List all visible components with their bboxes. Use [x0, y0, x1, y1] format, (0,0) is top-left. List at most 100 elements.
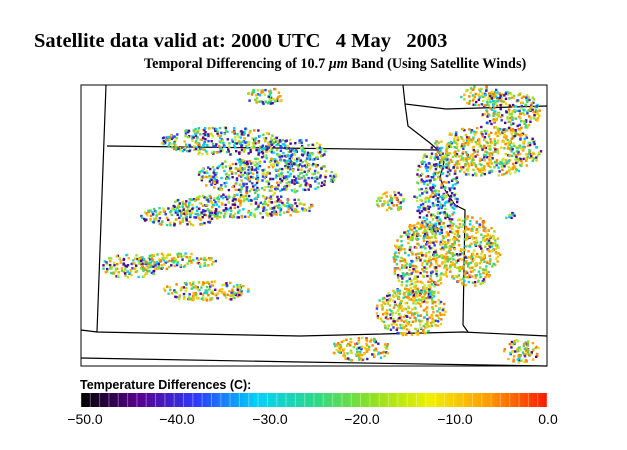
difference-pixel	[483, 254, 487, 257]
difference-pixel	[513, 342, 517, 345]
difference-pixel	[396, 267, 400, 270]
difference-pixel	[270, 189, 273, 192]
difference-pixel	[172, 142, 176, 145]
difference-pixel	[240, 187, 243, 191]
difference-pixel	[195, 142, 199, 145]
difference-pixel	[315, 175, 318, 179]
difference-pixel	[276, 99, 279, 102]
difference-pixel	[384, 201, 387, 204]
difference-pixel	[299, 163, 302, 166]
difference-pixel	[179, 264, 182, 267]
difference-pixel	[187, 129, 191, 133]
difference-pixel	[402, 326, 406, 330]
difference-pixel	[449, 264, 452, 267]
difference-pixel	[257, 203, 260, 206]
difference-pixel	[181, 149, 185, 153]
difference-pixel	[233, 144, 236, 147]
difference-pixel	[493, 120, 496, 123]
difference-pixel	[474, 264, 477, 268]
difference-pixel	[442, 236, 445, 240]
difference-pixel	[393, 268, 397, 271]
difference-pixel	[245, 160, 249, 163]
difference-pixel	[267, 180, 270, 183]
difference-pixel	[125, 265, 128, 268]
difference-pixel	[440, 206, 443, 210]
difference-pixel	[422, 275, 425, 278]
difference-pixel	[451, 261, 455, 265]
difference-pixel	[469, 91, 472, 94]
difference-pixel	[440, 254, 443, 257]
difference-pixel	[236, 158, 239, 162]
difference-pixel	[484, 93, 487, 97]
difference-pixel	[500, 162, 504, 165]
difference-pixel	[500, 165, 503, 168]
difference-pixel	[450, 202, 453, 205]
difference-pixel	[421, 231, 425, 234]
difference-pixel	[168, 135, 171, 139]
difference-pixel	[504, 128, 508, 131]
difference-pixel	[196, 131, 199, 134]
difference-pixel	[144, 262, 148, 265]
difference-pixel	[430, 283, 433, 286]
difference-pixel	[287, 166, 290, 169]
difference-pixel	[522, 344, 525, 348]
difference-pixel	[463, 145, 466, 148]
difference-pixel	[409, 311, 412, 314]
difference-pixel	[161, 266, 164, 270]
difference-pixel	[514, 350, 517, 353]
difference-pixel	[478, 142, 481, 146]
difference-pixel	[162, 259, 165, 262]
difference-pixel	[430, 146, 433, 149]
difference-pixel	[473, 130, 476, 133]
difference-pixel	[428, 221, 432, 224]
difference-pixel	[463, 279, 466, 283]
difference-pixel	[318, 152, 322, 155]
difference-pixel	[396, 288, 400, 292]
difference-pixel	[494, 148, 497, 151]
difference-pixel	[408, 232, 411, 235]
difference-pixel	[411, 299, 414, 302]
difference-pixel	[295, 177, 298, 180]
difference-pixel	[259, 145, 262, 148]
difference-pixel	[231, 289, 234, 292]
difference-pixel	[473, 240, 476, 244]
difference-pixel	[262, 102, 265, 106]
difference-pixel	[382, 297, 385, 300]
difference-pixel	[245, 173, 249, 176]
difference-pixel	[427, 200, 431, 203]
difference-pixel	[467, 173, 470, 176]
difference-pixel	[162, 210, 166, 213]
difference-pixel	[440, 140, 443, 143]
difference-pixel	[188, 293, 191, 296]
difference-pixel	[410, 259, 413, 263]
difference-pixel	[333, 178, 336, 182]
difference-pixel	[369, 340, 372, 343]
difference-pixel	[439, 243, 442, 246]
difference-pixel	[206, 285, 209, 289]
difference-pixel	[461, 152, 465, 155]
difference-pixel	[233, 203, 237, 206]
difference-pixel	[494, 142, 497, 145]
difference-pixel	[510, 216, 513, 219]
difference-pixel	[179, 214, 183, 217]
difference-pixel	[202, 194, 205, 198]
difference-pixel	[256, 176, 260, 180]
difference-pixel	[513, 144, 516, 148]
difference-pixel	[408, 225, 411, 228]
difference-pixel	[178, 296, 181, 299]
difference-pixel	[443, 194, 446, 197]
difference-pixel	[222, 209, 225, 212]
difference-pixel	[492, 112, 495, 115]
difference-pixel	[461, 283, 464, 286]
difference-pixel	[255, 94, 258, 97]
difference-pixel	[366, 357, 369, 361]
difference-pixel	[417, 252, 420, 256]
difference-pixel	[446, 224, 450, 228]
difference-pixel	[209, 219, 212, 222]
difference-pixel	[249, 148, 252, 152]
difference-pixel	[299, 177, 303, 180]
difference-pixel	[402, 200, 405, 203]
difference-pixel	[282, 143, 285, 146]
difference-pixel	[434, 142, 437, 145]
difference-pixel	[480, 130, 483, 134]
